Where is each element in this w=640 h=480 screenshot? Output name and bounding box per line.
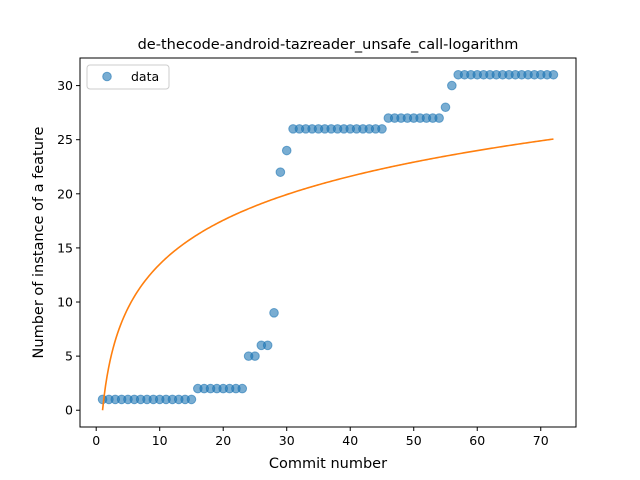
y-tick-label: 15 xyxy=(57,240,73,255)
data-point xyxy=(269,308,279,318)
x-tick-label: 30 xyxy=(279,433,295,448)
x-tick-label: 50 xyxy=(406,433,422,448)
plot-frame xyxy=(79,57,577,428)
legend-label-data: data xyxy=(131,69,159,84)
x-tick-label: 0 xyxy=(92,433,100,448)
data-point xyxy=(434,113,444,123)
y-tick-label: 5 xyxy=(65,349,73,364)
x-axis-label: Commit number xyxy=(269,456,387,472)
x-tick-label: 60 xyxy=(469,433,485,448)
data-point xyxy=(447,80,457,91)
axis-ticks: 0 10 20 30 40 50 60 70 0 5 10 15 20 25 30 xyxy=(57,78,549,448)
x-tick-label: 70 xyxy=(533,433,549,448)
y-tick-label: 0 xyxy=(65,403,73,418)
data-point xyxy=(440,102,451,113)
y-tick-label: 10 xyxy=(57,295,73,310)
data-point xyxy=(377,124,387,134)
fit-line xyxy=(101,138,554,411)
data-point xyxy=(262,340,273,351)
chart-title: de-thecode-android-tazreader_unsafe_call… xyxy=(138,37,519,53)
y-tick-label: 30 xyxy=(57,78,73,93)
x-tick-label: 40 xyxy=(342,433,358,448)
data-point xyxy=(186,394,197,405)
data-point xyxy=(237,383,248,394)
y-axis-label: Number of instance of a feature xyxy=(31,126,47,358)
data-point xyxy=(548,69,559,80)
data-point xyxy=(275,167,286,177)
y-tick-label: 25 xyxy=(57,132,73,147)
plot-area xyxy=(97,69,559,411)
legend: data xyxy=(86,64,170,90)
y-tick-label: 20 xyxy=(57,186,73,201)
legend-marker xyxy=(102,71,112,82)
data-point xyxy=(281,145,292,156)
x-tick-label: 20 xyxy=(215,433,231,448)
data-point xyxy=(250,351,260,361)
legend-box xyxy=(86,64,170,90)
x-tick-label: 10 xyxy=(152,433,168,448)
